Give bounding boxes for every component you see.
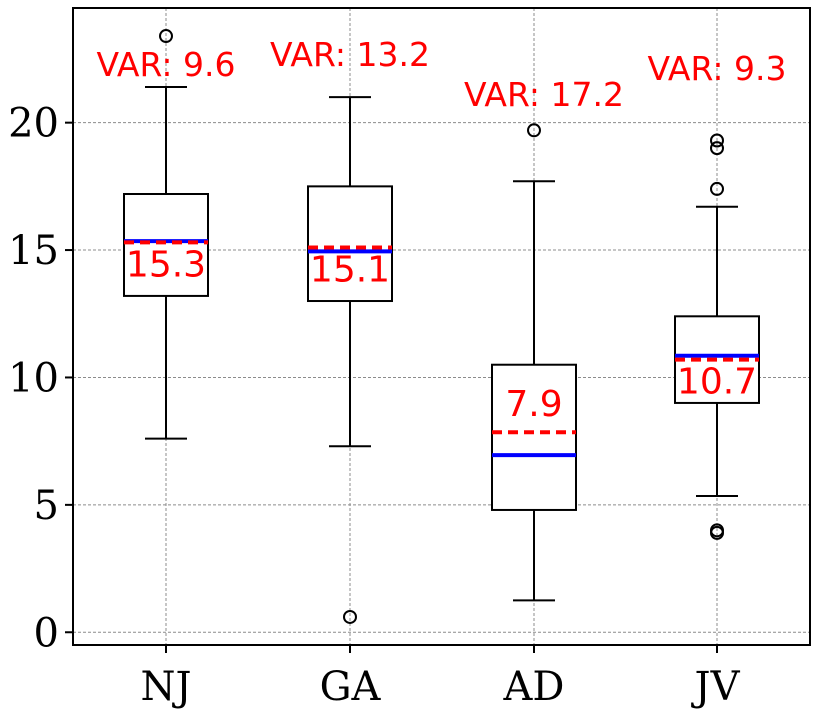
box-ad: [491, 123, 577, 602]
outlier-point: [527, 123, 541, 138]
iqr-box: [491, 363, 577, 511]
outlier-point: [710, 523, 724, 538]
mean-value-label: 15.1: [310, 250, 390, 291]
y-tick-label: 15: [8, 228, 59, 274]
variance-label: VAR: 13.2: [270, 35, 430, 74]
y-tick-label: 10: [8, 355, 59, 401]
outlier-point: [710, 133, 724, 148]
plot-frame: [72, 7, 811, 646]
box-ga: [307, 96, 393, 624]
y-tick-label: 5: [34, 483, 59, 529]
iqr-box: [123, 193, 209, 297]
box-nj: [123, 29, 209, 440]
x-tick-label: AD: [503, 664, 565, 710]
mean-value-label: 15.3: [126, 244, 206, 285]
y-tick-label: 20: [8, 101, 59, 147]
outlier-point: [710, 141, 724, 156]
iqr-box: [307, 185, 393, 303]
mean-value-label: 10.7: [677, 362, 757, 403]
annotations: 15.3 VAR: 9.6 15.1 VAR: 13.2 7.9 VAR: 17.2 10.…: [96, 35, 786, 425]
x-tick-label: NJ: [140, 664, 191, 710]
variance-label: VAR: 17.2: [464, 75, 624, 114]
axis-ticks: 0 5 10 15 20 NJ GA AD JV: [8, 101, 740, 710]
y-tick-label: 0: [34, 610, 59, 656]
x-tick-label: JV: [691, 664, 741, 710]
outlier-point: [710, 181, 724, 196]
outlier-point: [159, 29, 173, 44]
box-jv: [674, 133, 760, 540]
x-tick-label: GA: [320, 664, 382, 710]
variance-label: VAR: 9.6: [96, 45, 235, 84]
boxes: [123, 29, 760, 624]
mean-value-label: 7.9: [505, 384, 562, 425]
outlier-point: [343, 609, 357, 624]
variance-label: VAR: 9.3: [647, 49, 786, 88]
